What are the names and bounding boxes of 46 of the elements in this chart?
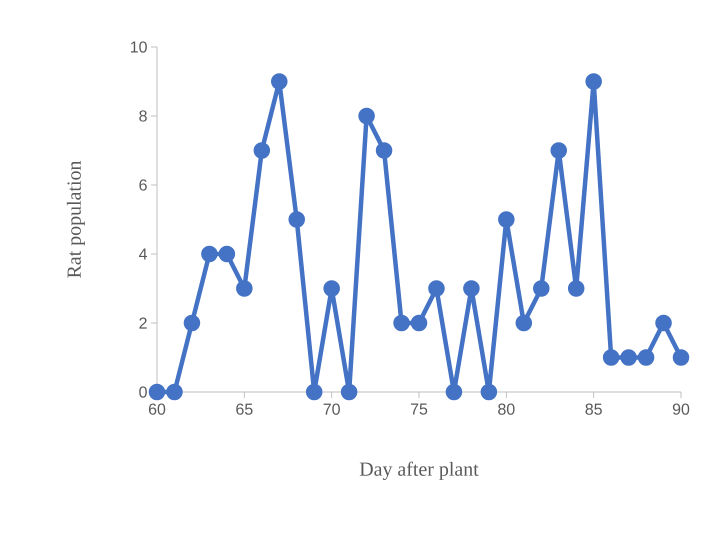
point	[358, 108, 375, 124]
x-tick-label: 60	[148, 404, 166, 415]
point	[254, 142, 270, 159]
point	[428, 280, 445, 297]
point	[620, 349, 637, 366]
x-tick-label: 70	[324, 404, 340, 415]
point	[218, 246, 236, 262]
point	[393, 314, 410, 332]
point	[340, 384, 358, 400]
x-tick-label: 65	[236, 404, 253, 415]
point	[568, 280, 584, 297]
point	[672, 349, 690, 366]
point	[516, 314, 532, 332]
x-tick-label: 80	[498, 404, 515, 415]
point	[184, 314, 200, 332]
point	[306, 384, 322, 400]
x-tick-label: 75	[410, 404, 428, 415]
point	[288, 211, 305, 228]
point	[166, 384, 183, 400]
point	[236, 280, 253, 297]
y-tick-label: 8	[139, 110, 147, 122]
x-tick-label: 90	[672, 404, 690, 415]
point	[655, 314, 672, 332]
point	[323, 280, 340, 297]
point	[550, 142, 567, 159]
point	[638, 349, 654, 366]
point	[446, 384, 462, 400]
point	[376, 142, 392, 159]
x-tick-label: 85	[585, 404, 602, 415]
point	[148, 384, 166, 400]
point	[585, 73, 602, 90]
point	[533, 280, 550, 297]
point	[271, 73, 288, 90]
y-tick-label: 6	[139, 179, 147, 191]
point	[463, 280, 480, 297]
y-tick-label: 10	[130, 41, 147, 53]
y-tick-label: 2	[139, 317, 147, 329]
point	[201, 246, 218, 262]
point	[498, 211, 515, 228]
y-axis-title: Rat population	[66, 160, 85, 278]
point	[480, 384, 498, 400]
point	[602, 349, 620, 366]
point	[410, 314, 428, 332]
x-axis-title: Day after plant	[360, 462, 479, 480]
y-tick-label: 4	[138, 248, 148, 260]
y-tick-label: 0	[139, 386, 147, 398]
